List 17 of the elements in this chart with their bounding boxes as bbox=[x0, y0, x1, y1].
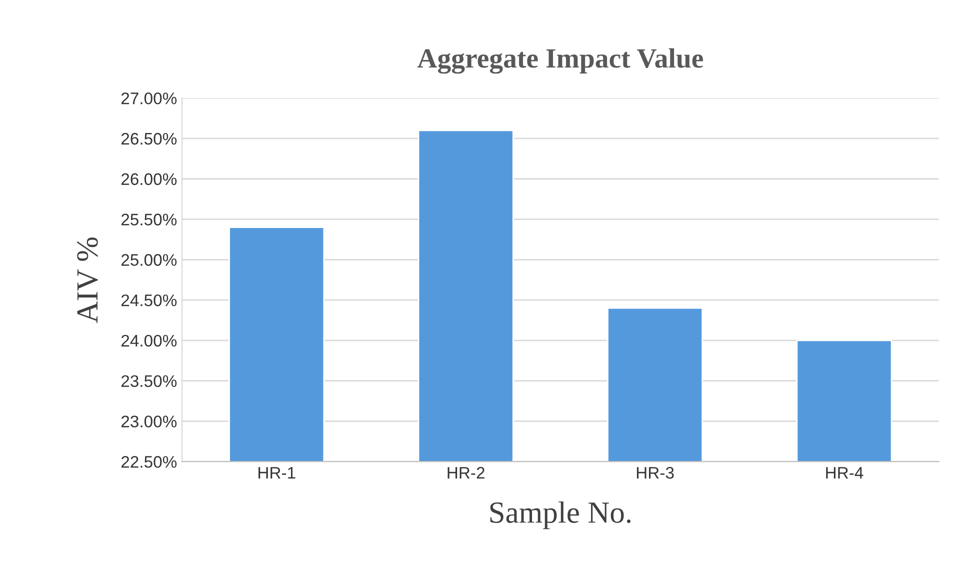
y-tick-label: 25.50% bbox=[121, 214, 177, 226]
y-tick-label: 26.50% bbox=[121, 132, 177, 145]
x-tick-label: HR-4 bbox=[826, 467, 864, 479]
y-tick-label: 24.00% bbox=[121, 334, 177, 347]
x-tick-label: HR-3 bbox=[636, 466, 674, 479]
x-tick-label: HR-2 bbox=[448, 466, 484, 479]
y-tick-label: 26.00% bbox=[121, 173, 177, 186]
y-tick-label: 23.50% bbox=[121, 375, 177, 388]
chart-title: Aggregate Impact Value bbox=[417, 48, 703, 74]
y-axis-title: AIV % bbox=[77, 237, 98, 323]
y-tick-label: 25.00% bbox=[121, 254, 177, 266]
y-tick-label: 22.50% bbox=[121, 456, 177, 468]
y-tick-label: 27.00% bbox=[121, 92, 177, 104]
y-tick-label: 23.00% bbox=[121, 416, 177, 428]
x-tick-label: HR-1 bbox=[258, 467, 296, 479]
x-axis-title: Sample No. bbox=[490, 501, 631, 530]
y-tick-label: 24.50% bbox=[121, 294, 177, 306]
